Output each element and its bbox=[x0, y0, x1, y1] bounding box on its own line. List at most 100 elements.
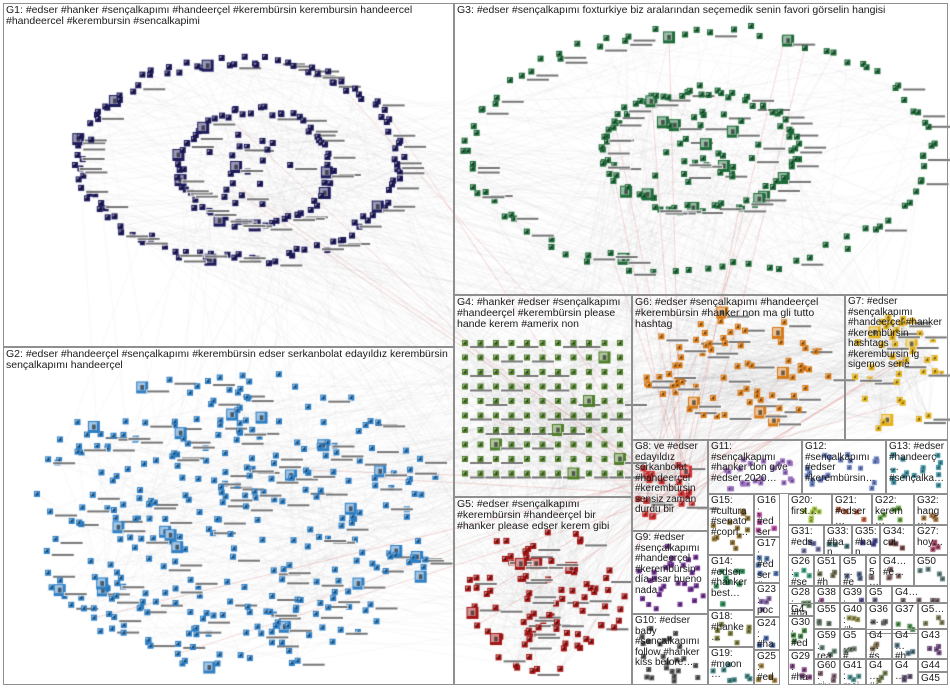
group-box-g47: G4… #s… bbox=[866, 659, 892, 685]
group-label-g7: G7: #edser #sençalkapımı #handeerçel #ha… bbox=[848, 296, 945, 370]
group-box-g49: G4… #e… bbox=[880, 555, 914, 586]
group-label-g32: G32: hang… bbox=[917, 495, 942, 525]
group-label-g37: G37 bbox=[895, 604, 914, 615]
group-box-g33: G33: #han… bbox=[824, 525, 852, 555]
group-box-g15: G15: #cultura #senato #copri… bbox=[708, 494, 754, 555]
group-label-g11: G11: #sençalkapımı #hanker don give #eds… bbox=[711, 441, 791, 484]
group-label-g34: G34: cui bbox=[883, 526, 908, 548]
group-label-g44: G44 bbox=[921, 660, 940, 671]
group-label-g18: G18: #hanke… bbox=[711, 611, 744, 643]
group-box-g43: G43 bbox=[918, 629, 948, 659]
group-box-g14: G14: #edser #hanker best… bbox=[708, 555, 754, 610]
group-label-g30: G30: #ed… bbox=[791, 617, 810, 649]
group-label-g38: G38: #se… bbox=[817, 587, 836, 603]
group-box-g36: G36… bbox=[866, 603, 892, 634]
group-box-g11: G11: #sençalkapımı #hanker don give #eds… bbox=[708, 440, 802, 494]
group-label-g60: G60: giv… bbox=[817, 660, 836, 684]
group-box-g26: G26: #se… bbox=[788, 555, 814, 586]
group-box-g46: G4… #h… bbox=[892, 629, 918, 659]
group-box-g45: G45 bbox=[918, 672, 948, 685]
group-box-g29: G29: #ha… bbox=[788, 650, 814, 685]
group-label-g29: G29: #ha… bbox=[791, 651, 810, 684]
group-box-g18: G18: #hanke… bbox=[708, 610, 754, 647]
group-label-g9: G9: #edser #sençalkapımı #handeerçel #ke… bbox=[635, 532, 705, 596]
group-box-g7: G7: #edser #sençalkapımı #handeerçel #ha… bbox=[845, 295, 948, 440]
group-box-g19: G19: #moon… bbox=[708, 647, 754, 685]
group-label-g51: G51: #h… bbox=[817, 556, 836, 586]
group-box-g39: G39: #se… bbox=[840, 586, 866, 603]
group-label-g5: G5: #edser #sençalkapımı #kerembürsin #h… bbox=[457, 498, 610, 532]
group-label-g41: G41: mej… bbox=[843, 660, 862, 684]
group-label-g6: G6: #edser #sençalkapımı #handeerçel #ke… bbox=[635, 296, 822, 330]
group-box-g35: G35: #han… bbox=[852, 525, 880, 555]
group-box-g4: G4: #hanker #edser #sençalkapımı #handee… bbox=[454, 295, 632, 497]
group-label-g50: G50 bbox=[917, 556, 936, 567]
group-label-g3: G3: #edser #sençalkapımı foxturkiye biz … bbox=[457, 4, 886, 16]
group-box-g48: G4… bbox=[892, 659, 918, 685]
group-label-g42: G4… #s… bbox=[869, 630, 883, 659]
group-box-g51: G51: #h… bbox=[814, 555, 840, 586]
group-box-g52: G5… #e… bbox=[840, 555, 866, 586]
group-label-g26: G26: #se… bbox=[791, 556, 810, 586]
group-label-g27: G27: hoy… bbox=[917, 526, 944, 548]
group-box-g2: G2: #edser #handeerçel #sençalkapımı #ke… bbox=[3, 347, 454, 685]
group-label-g16: G16: #edser #senç… bbox=[757, 495, 776, 537]
group-box-g44: G44 bbox=[918, 659, 948, 672]
group-label-g46: G4… #h… bbox=[895, 630, 909, 659]
group-label-g33: G33: #han… bbox=[827, 526, 852, 555]
group-box-g42: G4… #s… bbox=[866, 629, 892, 659]
group-box-g57: G5… #… bbox=[866, 586, 892, 603]
group-label-g40: G40: #h… bbox=[843, 604, 862, 628]
group-box-g40: G40: #h… bbox=[840, 603, 866, 629]
group-box-g8: G8: ve #edser edayıldız serkanbolat #han… bbox=[632, 440, 708, 531]
group-box-g24: G24: #hank… bbox=[754, 617, 780, 650]
group-box-g5: G5: #edser #sençalkapımı #kerembürsin #h… bbox=[454, 497, 632, 685]
group-box-g55: G55 bbox=[814, 603, 840, 629]
group-label-g23: G23: poco… bbox=[757, 584, 776, 616]
group-label-g35: G35: #han… bbox=[855, 526, 880, 555]
group-box-g31: G31: #eds… bbox=[788, 525, 824, 555]
group-label-g10: G10: #edser baby #sençalkapımı follow #h… bbox=[635, 615, 703, 668]
group-box-g37: G37 bbox=[892, 603, 918, 634]
group-box-g61: G5… #… bbox=[840, 629, 866, 659]
group-box-g62: G4… #e… bbox=[788, 603, 814, 616]
group-box-g50: G50 bbox=[914, 555, 948, 586]
group-box-g59: G59: rea… bbox=[814, 629, 840, 659]
group-box-g9: G9: #edser #sençalkapımı #handeerçel #ke… bbox=[632, 531, 708, 614]
group-label-g20: G20: first… bbox=[791, 495, 818, 517]
group-box-g58: G5… bbox=[918, 603, 948, 629]
group-label-g58: G5… bbox=[921, 604, 945, 615]
group-box-g12: G12: #sençalkapımı #edser #kerembürsin… bbox=[802, 440, 886, 494]
group-box-g10: G10: #edser baby #sençalkapımı follow #h… bbox=[632, 614, 708, 685]
group-label-g8: G8: ve #edser edayıldız serkanbolat #han… bbox=[635, 441, 701, 515]
group-label-g14: G14: #edser #hanker best… bbox=[711, 556, 750, 599]
group-box-g23: G23: poco… bbox=[754, 583, 780, 617]
group-label-g48: G4… bbox=[895, 660, 909, 682]
group-label-g45: G45 bbox=[921, 673, 940, 684]
group-box-g34: G34: cui bbox=[880, 525, 914, 555]
group-label-g52: G5… #e… bbox=[843, 556, 857, 586]
group-box-g16: G16: #edser #senç… bbox=[754, 494, 780, 537]
group-box-g53: G5… #… bbox=[866, 555, 880, 586]
group-label-g22: G22: kerem… bbox=[875, 495, 903, 525]
group-label-g55: G55 bbox=[817, 604, 836, 615]
group-label-g2: G2: #edser #handeerçel #sençalkapımı #ke… bbox=[6, 348, 451, 371]
group-label-g31: G31: #eds… bbox=[791, 526, 816, 555]
group-box-g6: G6: #edser #sençalkapımı #handeerçel #ke… bbox=[632, 295, 845, 440]
group-box-g25: G25: #edse… bbox=[754, 650, 780, 685]
group-box-g17: G17: #edser #senç… bbox=[754, 537, 780, 583]
group-label-g54: G4… bbox=[895, 587, 919, 598]
group-label-g59: G59: rea… bbox=[817, 630, 836, 659]
group-label-g53: G5… #… bbox=[869, 556, 879, 586]
group-label-g57: G5… #… bbox=[869, 587, 883, 603]
group-label-g25: G25: #edse… bbox=[757, 651, 776, 684]
group-label-g4: G4: #hanker #edser #sençalkapımı #handee… bbox=[457, 296, 624, 330]
group-label-g43: G43 bbox=[921, 630, 940, 641]
group-label-g61: G5… #… bbox=[843, 630, 859, 659]
group-box-g41: G41: mej… bbox=[840, 659, 866, 685]
group-box-g20: G20: first… bbox=[788, 494, 832, 525]
group-box-g54: G4… bbox=[892, 586, 948, 603]
group-label-g19: G19: #moon… bbox=[711, 648, 742, 680]
group-box-g13: G13: #edser #handeerç… #sençalka… bbox=[886, 440, 948, 494]
group-box-g22: G22: kerem… bbox=[872, 494, 914, 525]
